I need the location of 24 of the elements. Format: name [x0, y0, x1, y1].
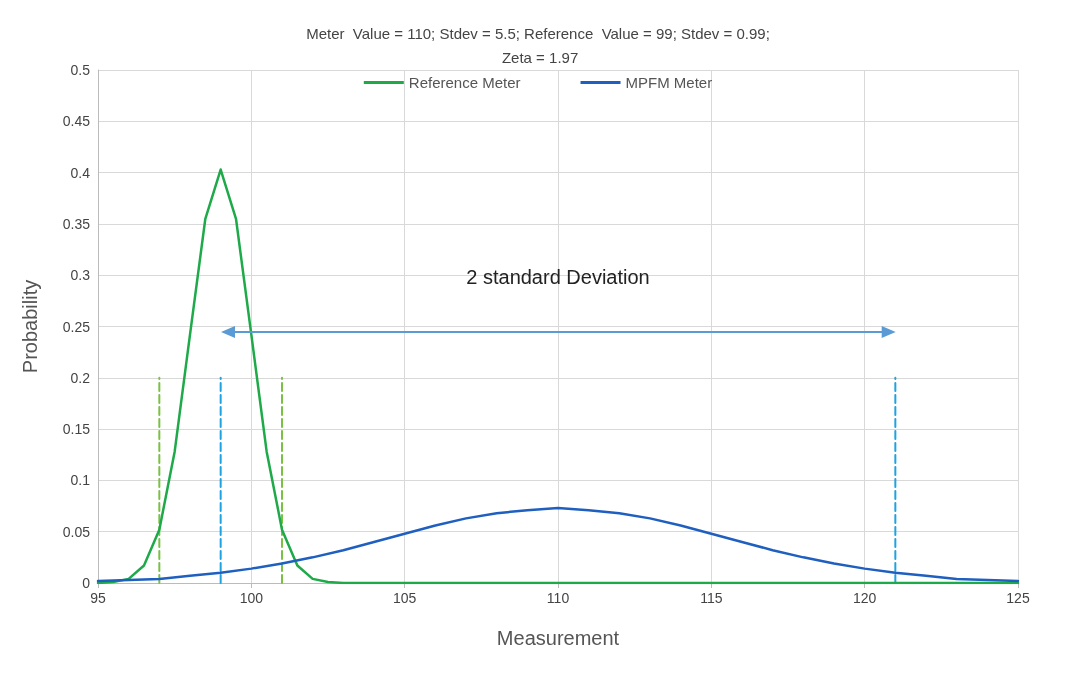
y-axis-title: Probability: [19, 279, 41, 374]
x-tick-label: 120: [852, 590, 877, 606]
y-tick-label: 0.45: [62, 113, 91, 130]
y-tick-label: 0.15: [62, 421, 91, 438]
x-tick-label: 110: [546, 590, 570, 606]
y-tick-label: 0.1: [70, 472, 91, 489]
x-axis-title: Measurement: [496, 627, 620, 649]
x-tick-label: 125: [1006, 590, 1030, 606]
x-tick-label: 100: [239, 590, 264, 606]
x-tick-label: 95: [90, 590, 106, 606]
y-tick-label: 0.4: [70, 164, 91, 181]
legend-label: MPFM Meter: [625, 74, 713, 91]
y-tick-label: 0.05: [62, 523, 91, 540]
y-tick-label: 0.35: [62, 215, 91, 232]
y-tick-label: 0: [82, 575, 91, 591]
legend-label: Reference Meter: [408, 74, 521, 91]
x-tick-label: 105: [392, 590, 417, 606]
y-tick-label: 0.2: [70, 369, 91, 386]
chart-title: Meter Value = 110; Stdev = 5.5; Reference Value = 99; Stdev = 0.99; Zeta = 1.97: [306, 24, 770, 66]
y-tick-label: 0.5: [70, 62, 91, 78]
y-tick-label: 0.25: [62, 318, 91, 335]
y-tick-label: 0.3: [70, 267, 91, 284]
annotation: 2 standard Deviation: [465, 265, 651, 289]
x-tick-label: 115: [700, 590, 723, 606]
